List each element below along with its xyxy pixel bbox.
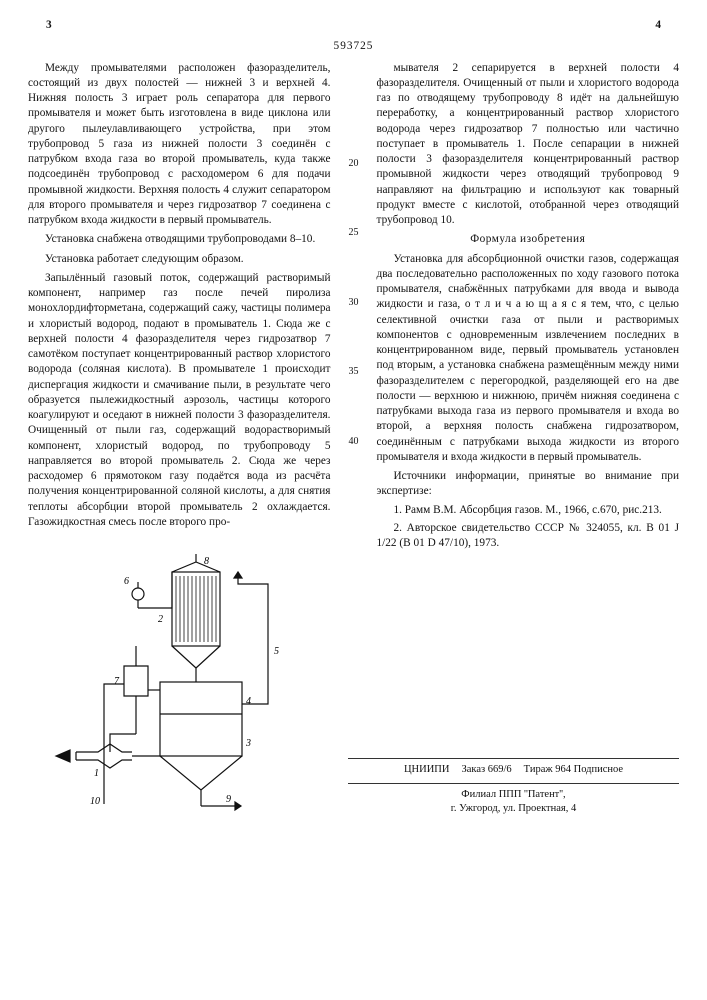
references: Источники информации, принятые во вниман… [377, 469, 680, 551]
imprint: ЦНИИПИ Заказ 669/6 Тираж 964 Подписное Ф… [348, 754, 679, 817]
process-diagram: 1 2 3 4 5 6 7 8 9 10 [28, 554, 348, 816]
para: Установка работает следующим образом. [28, 252, 331, 267]
imprint-org: ЦНИИПИ [404, 763, 450, 777]
figure-and-imprint: 1 2 3 4 5 6 7 8 9 10 ЦНИИПИ Заказ 669/6 … [28, 554, 679, 816]
imprint-affil: Филиал ППП ''Патент'', [348, 788, 679, 802]
ruler-mark: 25 [349, 226, 359, 240]
svg-text:2: 2 [158, 614, 163, 625]
para: Запылённый газовый поток, содержащий рас… [28, 271, 331, 530]
page-num-left: 3 [46, 18, 52, 33]
imprint-order: Заказ 669/6 [461, 763, 511, 777]
ref-item: 2. Авторское свидетельство СССР № 324055… [377, 521, 680, 552]
patent-page: 3 4 593725 Между промывателями расположе… [0, 0, 707, 1000]
ruler-mark: 20 [349, 157, 359, 171]
imprint-addr: г. Ужгород, ул. Проектная, 4 [348, 802, 679, 816]
svg-text:6: 6 [124, 576, 129, 587]
ruler-mark: 30 [349, 296, 359, 310]
left-column: Между промывателями расположен фазоразде… [28, 61, 331, 555]
svg-text:1: 1 [94, 768, 99, 779]
svg-text:3: 3 [245, 738, 251, 749]
line-number-ruler: 20 25 30 35 40 [345, 61, 363, 555]
svg-text:7: 7 [114, 676, 120, 687]
svg-text:8: 8 [204, 556, 209, 567]
svg-text:9: 9 [226, 794, 231, 805]
svg-text:10: 10 [90, 796, 100, 807]
para: мывателя 2 сепарируется в верхней полост… [377, 61, 680, 229]
para: Установка снабжена отводящими трубопрово… [28, 232, 331, 247]
page-numbers: 3 4 [46, 18, 661, 33]
ruler-mark: 40 [349, 435, 359, 449]
refs-heading: Источники информации, принятые во вниман… [377, 469, 680, 500]
patent-number: 593725 [28, 39, 679, 54]
para: Между промывателями расположен фазоразде… [28, 61, 331, 229]
claims-heading: Формула изобретения [377, 232, 680, 247]
body-columns: Между промывателями расположен фазоразде… [28, 61, 679, 555]
ref-item: 1. Рамм В.М. Абсорбция газов. М., 1966, … [377, 503, 680, 518]
imprint-tirazh: Тираж 964 Подписное [524, 763, 623, 777]
page-num-right: 4 [655, 18, 661, 33]
svg-text:4: 4 [246, 696, 251, 707]
ruler-mark: 35 [349, 365, 359, 379]
claim-text: Установка для абсорбционной очистки газо… [377, 252, 680, 466]
right-column: мывателя 2 сепарируется в верхней полост… [377, 61, 680, 555]
svg-text:5: 5 [274, 646, 279, 657]
